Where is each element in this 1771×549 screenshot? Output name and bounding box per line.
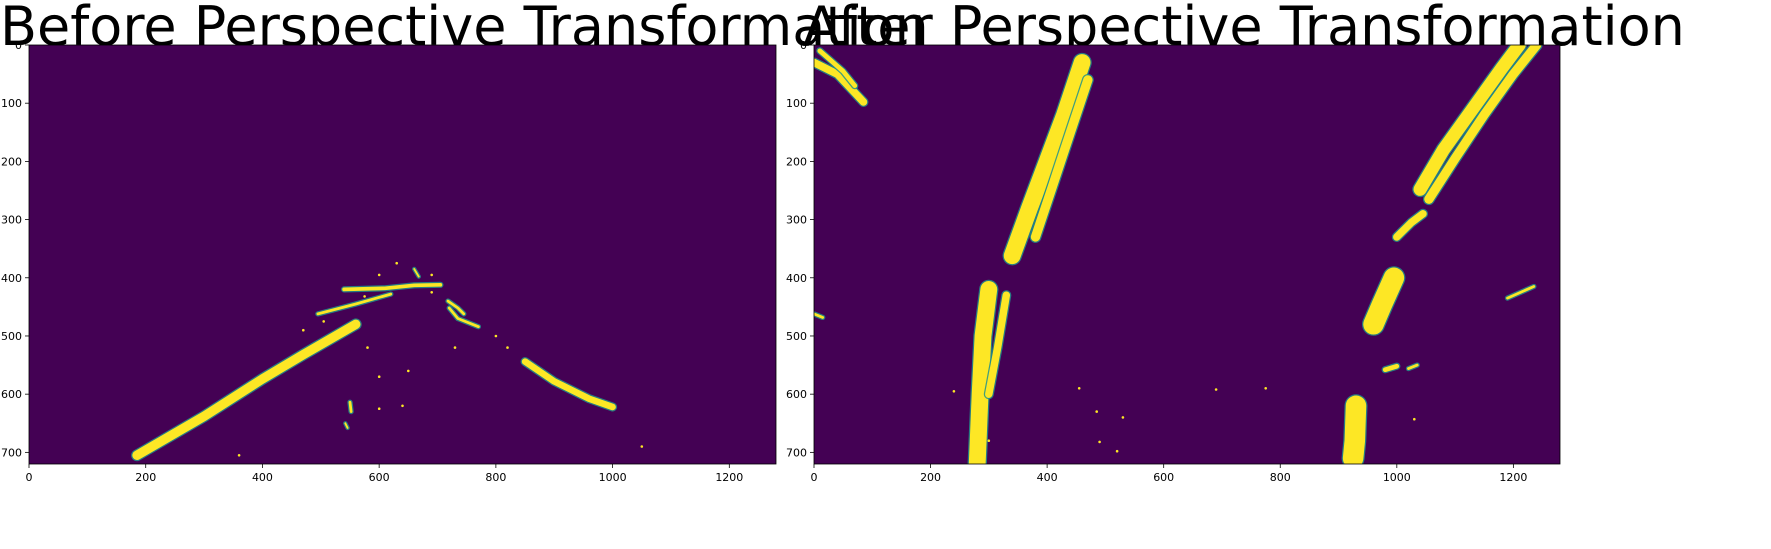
dot-0-1 bbox=[377, 273, 381, 277]
stroke-1-10 bbox=[1342, 395, 1367, 464]
stroke-0-2 bbox=[342, 282, 443, 292]
dot-1-4 bbox=[1077, 387, 1081, 390]
dot-0-9 bbox=[377, 407, 381, 411]
stroke-0-6 bbox=[348, 400, 353, 414]
y-tick-label-0-1: 100 bbox=[1, 97, 22, 110]
y-tick-label-1-4: 400 bbox=[786, 272, 807, 285]
y-tick-label-1-7: 700 bbox=[786, 446, 807, 459]
dot-0-2 bbox=[430, 273, 434, 277]
stroke-1-5 bbox=[1424, 45, 1542, 204]
stroke-1-11 bbox=[1506, 285, 1536, 300]
x-tick-label-1-0: 0 bbox=[811, 471, 818, 484]
dot-0-13 bbox=[363, 295, 366, 298]
y-tick-label-1-0: 0 bbox=[800, 39, 807, 52]
x-tick-label-0-0: 0 bbox=[26, 471, 33, 484]
dot-0-12 bbox=[506, 346, 509, 349]
plot-area-1: 0 200 400 600 800 1000 1200 0 100 200 300 400 500 600… bbox=[786, 39, 1561, 484]
stroke-1-1 bbox=[817, 48, 858, 89]
x-tick-label-1-6: 1200 bbox=[1499, 471, 1527, 484]
y-tick-label-0-0: 0 bbox=[15, 39, 22, 52]
x-tick-label-1-2: 400 bbox=[1037, 471, 1058, 484]
stroke-1-13 bbox=[1407, 363, 1419, 371]
x-tick-label-0-1: 200 bbox=[135, 471, 156, 484]
axes-frame-1 bbox=[813, 44, 1561, 465]
image-background-0 bbox=[29, 45, 776, 464]
dot-1-3 bbox=[1121, 416, 1125, 419]
stroke-0-0 bbox=[132, 319, 361, 460]
stroke-0-5 bbox=[446, 299, 466, 316]
dot-1-1 bbox=[1115, 449, 1119, 453]
x-tick-label-1-5: 1000 bbox=[1383, 471, 1411, 484]
dot-1-8 bbox=[952, 390, 956, 393]
dot-0-11 bbox=[237, 454, 241, 457]
y-tick-label-0-4: 400 bbox=[1, 272, 22, 285]
stroke-1-3 bbox=[1030, 75, 1093, 242]
stroke-0-1 bbox=[316, 292, 393, 316]
dot-1-5 bbox=[1214, 388, 1218, 391]
stroke-1-9 bbox=[985, 291, 1011, 398]
stroke-1-7 bbox=[1363, 267, 1405, 335]
stroke-1-12 bbox=[1382, 363, 1400, 373]
dot-1-9 bbox=[987, 439, 991, 443]
dot-0-16 bbox=[302, 328, 305, 332]
plot-area-0: 0 200 400 600 800 1000 1200 0 100 200 300 400 500 600… bbox=[1, 39, 777, 484]
image-background-1 bbox=[814, 45, 1560, 464]
dot-0-4 bbox=[377, 375, 381, 379]
y-tick-label-0-2: 200 bbox=[1, 155, 22, 168]
image-marks-0 bbox=[131, 261, 644, 462]
dot-0-0 bbox=[395, 261, 399, 265]
dot-0-14 bbox=[430, 291, 434, 294]
y-tick-label-1-1: 100 bbox=[786, 97, 807, 110]
y-tick-label-1-6: 600 bbox=[786, 388, 807, 401]
y-tick-label-1-5: 500 bbox=[786, 330, 807, 343]
stroke-1-14 bbox=[814, 312, 825, 319]
dot-0-5 bbox=[407, 369, 410, 373]
dot-0-6 bbox=[453, 346, 457, 349]
x-tick-label-0-3: 600 bbox=[369, 471, 390, 484]
dot-0-10 bbox=[640, 445, 644, 448]
dot-1-0 bbox=[1098, 440, 1101, 444]
dot-0-15 bbox=[322, 320, 326, 323]
dot-0-8 bbox=[401, 404, 404, 408]
stroke-0-3 bbox=[521, 358, 616, 411]
stroke-1-2 bbox=[1003, 54, 1091, 265]
dot-1-2 bbox=[1095, 410, 1098, 413]
stroke-0-7 bbox=[344, 422, 349, 429]
stroke-1-8 bbox=[968, 280, 998, 464]
y-tick-label-0-5: 500 bbox=[1, 330, 22, 343]
x-tick-label-1-1: 200 bbox=[920, 471, 941, 484]
stroke-1-6 bbox=[1393, 210, 1427, 241]
y-tick-label-0-6: 600 bbox=[1, 388, 22, 401]
stroke-1-4 bbox=[1413, 45, 1526, 196]
stroke-1-0 bbox=[814, 58, 868, 106]
image-marks-1 bbox=[814, 45, 1543, 464]
y-tick-label-0-3: 300 bbox=[1, 214, 22, 227]
y-tick-label-1-3: 300 bbox=[786, 214, 807, 227]
x-tick-label-0-5: 1000 bbox=[599, 471, 627, 484]
dot-0-3 bbox=[366, 346, 369, 349]
x-tick-label-0-4: 800 bbox=[485, 471, 506, 484]
y-tick-label-1-2: 200 bbox=[786, 155, 807, 168]
x-tick-label-1-3: 600 bbox=[1153, 471, 1174, 484]
x-tick-label-0-2: 400 bbox=[252, 471, 273, 484]
dot-0-7 bbox=[494, 334, 498, 338]
stroke-0-4 bbox=[447, 306, 480, 329]
y-tick-label-0-7: 700 bbox=[1, 446, 22, 459]
axes-frame-0 bbox=[28, 44, 777, 465]
stroke-0-8 bbox=[413, 268, 420, 278]
dot-1-7 bbox=[1413, 417, 1416, 421]
x-tick-label-1-4: 800 bbox=[1270, 471, 1291, 484]
x-tick-label-0-6: 1200 bbox=[715, 471, 743, 484]
dot-1-6 bbox=[1264, 387, 1267, 390]
